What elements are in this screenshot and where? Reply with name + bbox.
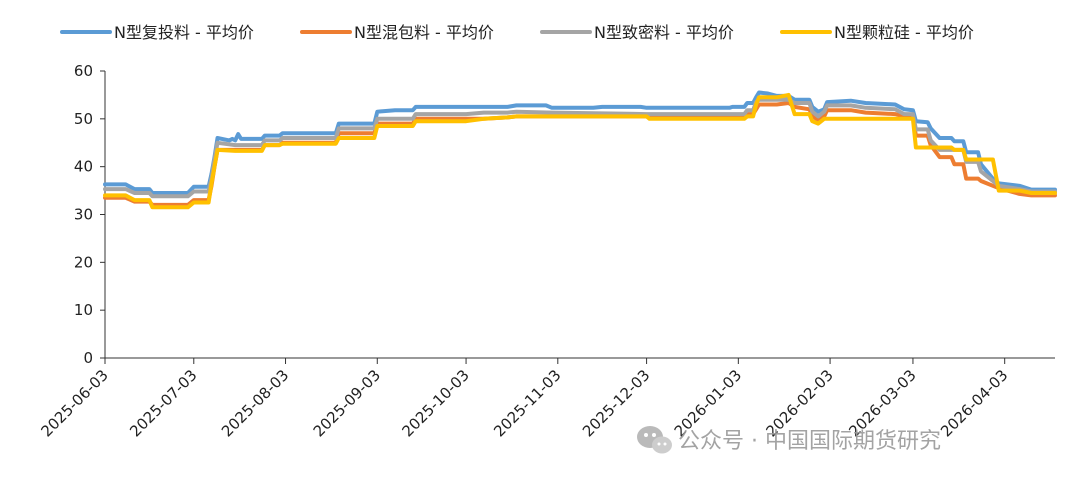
legend-label: N型颗粒硅 - 平均价 [834, 23, 974, 42]
y-axis-ticks: 0 10 20 30 40 50 60 [74, 62, 105, 367]
x-tick-label: 2025-08-03 [218, 366, 292, 440]
x-tick-label: 2026-04-03 [937, 366, 1011, 440]
y-tick-label: 50 [74, 110, 93, 128]
watermark-text: 公众号 · 中国国际期货研究 [678, 429, 941, 454]
legend-label: N型混包料 - 平均价 [354, 23, 494, 42]
x-tick-label: 2025-09-03 [310, 366, 384, 440]
y-tick-label: 10 [74, 301, 93, 319]
legend-item-1: N型复投料 - 平均价 [60, 23, 254, 42]
series-line-4 [103, 92, 1057, 210]
y-tick-label: 20 [74, 253, 93, 271]
series-line-1 [103, 90, 1057, 195]
x-tick-label: 2025-10-03 [399, 366, 473, 440]
y-tick-label: 30 [74, 206, 93, 224]
x-tick-label: 2025-11-03 [490, 366, 564, 440]
legend-item-4: N型颗粒硅 - 平均价 [780, 23, 974, 42]
y-tick-label: 60 [74, 62, 93, 80]
wechat-icon [637, 426, 672, 454]
x-tick-label: 2025-07-03 [126, 366, 200, 440]
y-tick-label: 40 [74, 158, 93, 176]
watermark: 公众号 · 中国国际期货研究 [637, 426, 941, 454]
series-layer [103, 90, 1057, 210]
legend-item-2: N型混包料 - 平均价 [300, 23, 494, 42]
legend-label: N型致密料 - 平均价 [594, 23, 734, 42]
y-tick-label: 0 [83, 349, 93, 367]
legend-item-3: N型致密料 - 平均价 [540, 23, 734, 42]
x-tick-label: 2025-06-03 [37, 366, 111, 440]
legend-label: N型复投料 - 平均价 [114, 23, 254, 42]
chart-legend: N型复投料 - 平均价 N型混包料 - 平均价 N型致密料 - 平均价 N型颗粒硅 -… [60, 23, 974, 42]
